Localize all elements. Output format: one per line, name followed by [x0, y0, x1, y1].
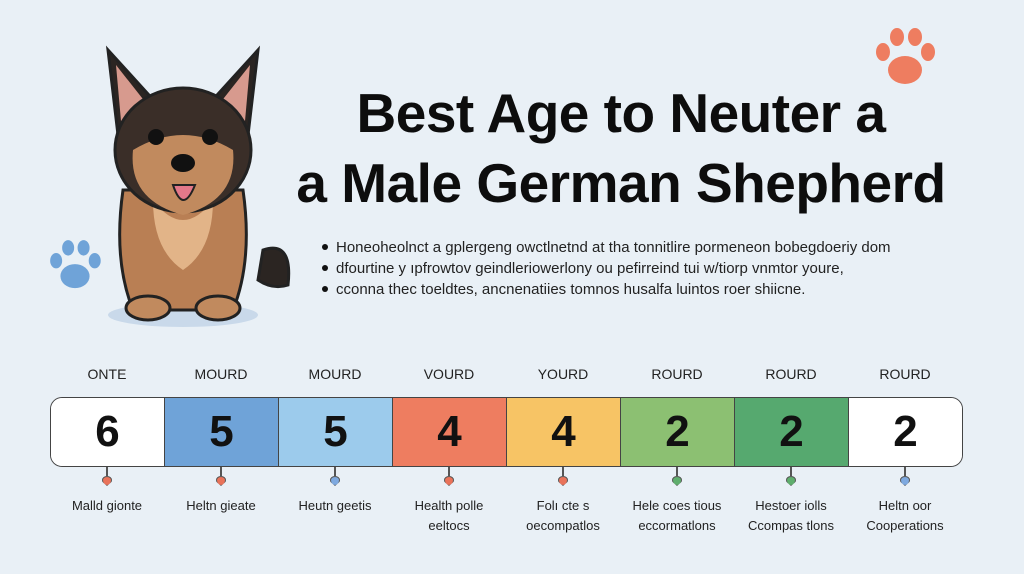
- marker-icon: [672, 476, 682, 486]
- scale-labels: ONTE MOURD MOURD VOURD YOURD ROURD ROURD ROURD: [50, 366, 962, 382]
- caption-line: Malld gionte: [71, 498, 143, 513]
- scale-caption: Heutn geetis: [299, 496, 372, 516]
- bullet-item: dfourtine y ıpfrowtov geindleriowerlony …: [322, 258, 891, 279]
- scale-captions: Malld gionte Heltn gieate Heutn geetis Heal…: [50, 467, 962, 536]
- marker-stem: [106, 467, 108, 476]
- marker-stem: [448, 467, 450, 476]
- scale-caption: Heltn gieate: [186, 496, 255, 516]
- scale-label: YOURD: [537, 366, 589, 382]
- scale-caption: Hele coes tious eccormatlons: [633, 496, 722, 536]
- bullet-item: Honeoheolnct a gplergeng owctlnetnd at t…: [322, 237, 891, 258]
- scale-segment: 6: [51, 398, 165, 466]
- marker-stem: [790, 467, 792, 476]
- scale-caption-group: Hestoer iolls Ccompas tlons: [734, 467, 848, 536]
- scale-segment: 2: [621, 398, 735, 466]
- title-line-2: a Male German Shepherd: [296, 152, 946, 214]
- scale-caption-group: Malld gionte: [50, 467, 164, 536]
- paw-print-orange-icon: [876, 28, 935, 84]
- marker-icon: [558, 476, 568, 486]
- german-shepherd-puppy-icon: [105, 45, 291, 327]
- marker-icon: [102, 476, 112, 486]
- scale-label: ROURD: [879, 366, 931, 382]
- scale-label: MOURD: [194, 366, 248, 382]
- caption-line: eeltocs: [428, 518, 470, 533]
- scale-caption: Heltn oor Cooperations: [866, 496, 943, 536]
- scale-label: MOURD: [308, 366, 362, 382]
- scale-caption: Health polle eeltocs: [415, 496, 484, 536]
- marker-stem: [676, 467, 678, 476]
- scale-caption: Hestoer iolls Ccompas tlons: [748, 496, 834, 536]
- marker-stem: [220, 467, 222, 476]
- scale-caption-group: Folı cte s oecompatlos: [506, 467, 620, 536]
- scale-label: ROURD: [765, 366, 817, 382]
- caption-line: oecompatlos: [526, 518, 600, 533]
- caption-line: Heltn gieate: [186, 498, 256, 513]
- scale-label: ROURD: [651, 366, 703, 382]
- paw-print-blue-icon: [50, 240, 101, 289]
- scale-label: ONTE: [87, 366, 127, 382]
- caption-line: Heutn geetis: [298, 498, 372, 513]
- scale-segment: 2: [849, 398, 962, 466]
- scale-caption-group: Heltn gieate: [164, 467, 278, 536]
- title-line-1: Best Age to Neuter a: [356, 82, 886, 144]
- caption-line: Hestoer iolls: [755, 498, 827, 513]
- caption-line: Ccompas tlons: [748, 518, 834, 533]
- scale-segment: 2: [735, 398, 849, 466]
- caption-line: eccormatlons: [638, 518, 716, 533]
- page-title: Best Age to Neuter a a Male German Sheph…: [296, 78, 946, 218]
- caption-line: Cooperations: [866, 518, 944, 533]
- marker-icon: [216, 476, 226, 486]
- scale-caption-group: Heutn geetis: [278, 467, 392, 536]
- bullet-item: cconna thec toeldtes, ancnenatiies tomno…: [322, 279, 891, 300]
- marker-icon: [444, 476, 454, 486]
- caption-line: Folı cte s: [536, 498, 590, 513]
- scale-segment: 5: [279, 398, 393, 466]
- marker-icon: [330, 476, 340, 486]
- scale-caption-group: Hele coes tious eccormatlons: [620, 467, 734, 536]
- scale-caption: Malld gionte: [72, 496, 142, 516]
- scale-segment: 4: [393, 398, 507, 466]
- scale-caption-group: Health polle eeltocs: [392, 467, 506, 536]
- caption-line: Hele coes tious: [632, 498, 722, 513]
- marker-stem: [562, 467, 564, 476]
- caption-line: Health polle: [414, 498, 484, 513]
- scale-segment: 5: [165, 398, 279, 466]
- scale-caption: Folı cte s oecompatlos: [526, 496, 600, 536]
- scale-segment: 4: [507, 398, 621, 466]
- marker-stem: [904, 467, 906, 476]
- marker-icon: [786, 476, 796, 486]
- bullet-list: Honeoheolnct a gplergeng owctlnetnd at t…: [322, 237, 891, 300]
- marker-stem: [334, 467, 336, 476]
- scale-caption-group: Heltn oor Cooperations: [848, 467, 962, 536]
- caption-line: Heltn oor: [878, 498, 932, 513]
- marker-icon: [900, 476, 910, 486]
- scale-label: VOURD: [423, 366, 475, 382]
